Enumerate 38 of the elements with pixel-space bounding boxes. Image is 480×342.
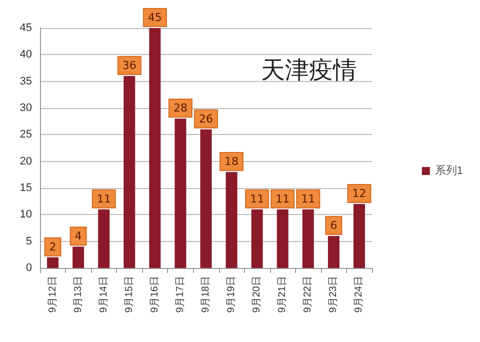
- y-tick-label: 5: [26, 235, 32, 248]
- x-tick-label: 9月21日: [277, 276, 288, 313]
- x-tick-label: 9月17日: [174, 276, 186, 313]
- data-label: 11: [301, 192, 316, 206]
- data-label: 2: [49, 240, 56, 254]
- x-tick-label: 9月16日: [149, 276, 160, 313]
- x-tick-label: 9月15日: [124, 276, 135, 313]
- x-tick-label: 9月19日: [226, 276, 238, 313]
- y-tick-label: 40: [20, 48, 32, 61]
- y-tick-label: 45: [20, 22, 32, 34]
- x-tick-label: 9月24日: [354, 276, 365, 313]
- x-tick-label: 9月14日: [98, 276, 110, 313]
- text: 天津疫情: [261, 56, 357, 84]
- data-label: 6: [330, 219, 338, 232]
- y-tick-label: 10: [20, 208, 32, 221]
- y-tick-label: 20: [20, 155, 32, 168]
- x-tick-label: 9月12日: [47, 276, 58, 313]
- data-label: 28: [173, 102, 188, 115]
- legend-label: 系列1: [434, 164, 464, 177]
- data-label: 45: [148, 11, 162, 24]
- data-label: 36: [122, 59, 136, 72]
- y-tick-label: 30: [20, 102, 32, 114]
- x-tick-label: 9月13日: [72, 276, 84, 313]
- y-tick-label: 35: [20, 75, 32, 88]
- data-label: 18: [224, 155, 239, 168]
- x-tick-label: 9月20日: [252, 276, 263, 313]
- data-label: 11: [276, 192, 290, 206]
- y-tick-label: 25: [20, 128, 32, 141]
- data-label: 4: [74, 230, 82, 243]
- data-label: 11: [96, 192, 111, 206]
- data-label: 26: [199, 112, 213, 126]
- y-tick-label: 0: [26, 262, 32, 274]
- data-label: 11: [250, 192, 264, 206]
- data-label: 12: [352, 187, 366, 200]
- y-tick-label: 15: [20, 182, 32, 194]
- x-tick-label: 9月18日: [200, 276, 212, 313]
- x-tick-label: 9月22日: [302, 276, 314, 313]
- x-tick-label: 9月23日: [328, 276, 340, 313]
